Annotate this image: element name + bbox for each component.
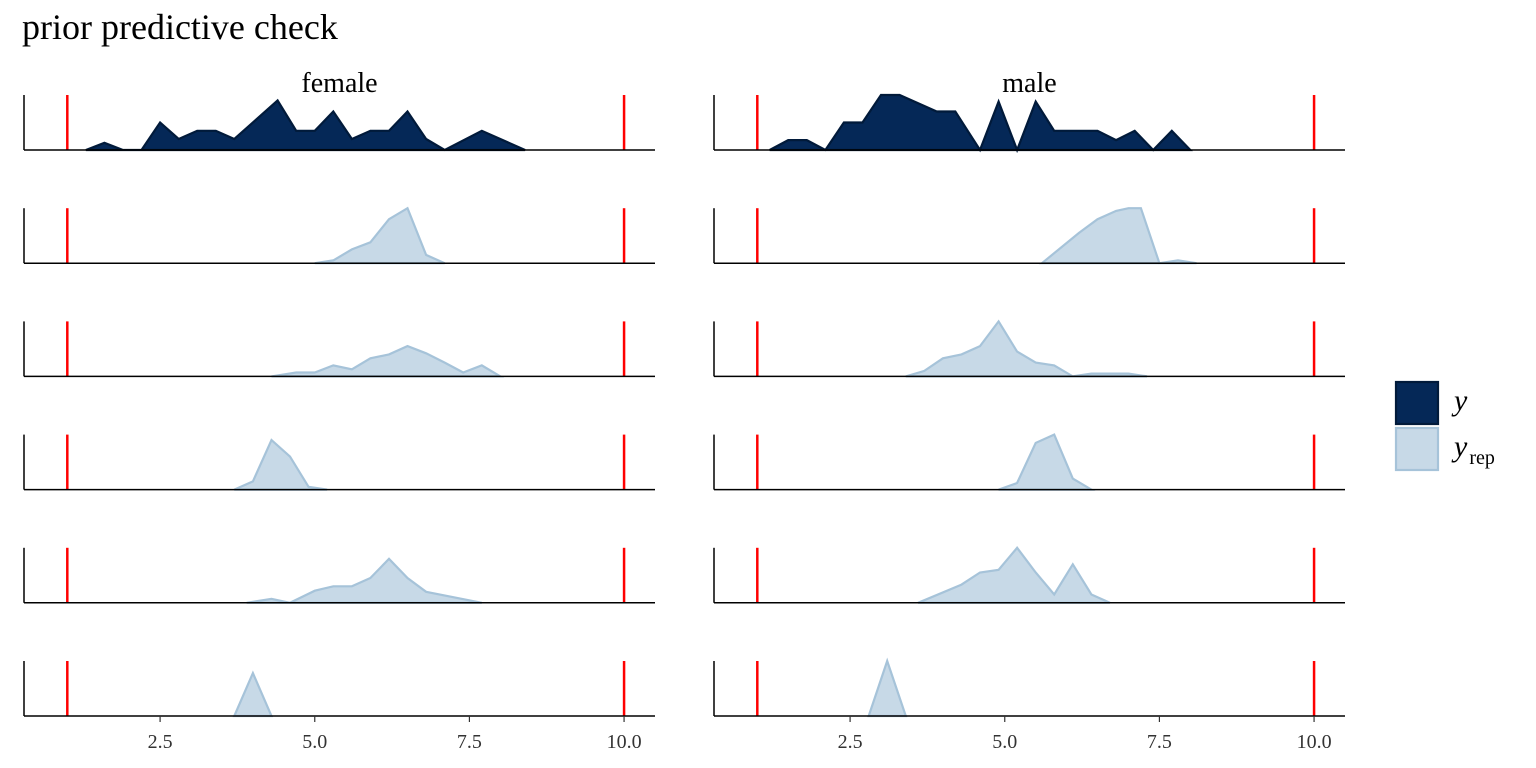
yrep-density-male-row-4 <box>998 433 1096 491</box>
legend-subscript-yrep: rep <box>1469 447 1495 469</box>
facet-label-male: male <box>1002 68 1056 99</box>
x-tick-label-female-10.0: 10.0 <box>607 731 642 753</box>
yrep-density-female-row-5 <box>246 557 483 604</box>
yrep-density-female-row-3 <box>271 344 505 378</box>
legend-swatch-y <box>1394 380 1440 426</box>
yrep-density-male-row-3 <box>905 319 1148 378</box>
yrep-density-male-row-6 <box>867 657 908 718</box>
y-density-female-row-1 <box>85 98 526 152</box>
facet-label-female: female <box>301 68 377 99</box>
yrep-density-female-row-2 <box>314 206 446 265</box>
x-tick-label-male-5.0: 5.0 <box>992 731 1017 753</box>
legend-label-yrep: y rep <box>1451 430 1495 469</box>
yrep-density-female-row-6 <box>232 670 274 718</box>
x-tick-label-male-7.5: 7.5 <box>1147 731 1172 753</box>
yrep-density-female-row-4 <box>233 438 328 491</box>
yrep-density-male-row-5 <box>917 546 1111 604</box>
y-density-male-row-1 <box>769 93 1193 154</box>
x-tick-label-male-2.5: 2.5 <box>838 731 863 753</box>
chart-title: prior predictive check <box>22 7 338 47</box>
x-tick-label-male-10.0: 10.0 <box>1297 731 1332 753</box>
x-tick-label-female-5.0: 5.0 <box>302 731 327 753</box>
yrep-density-male-row-2 <box>1038 207 1197 265</box>
legend-label-y: y <box>1451 384 1468 417</box>
x-tick-label-female-7.5: 7.5 <box>457 731 482 753</box>
legend-swatch-yrep <box>1394 426 1440 472</box>
x-tick-label-female-2.5: 2.5 <box>148 731 173 753</box>
